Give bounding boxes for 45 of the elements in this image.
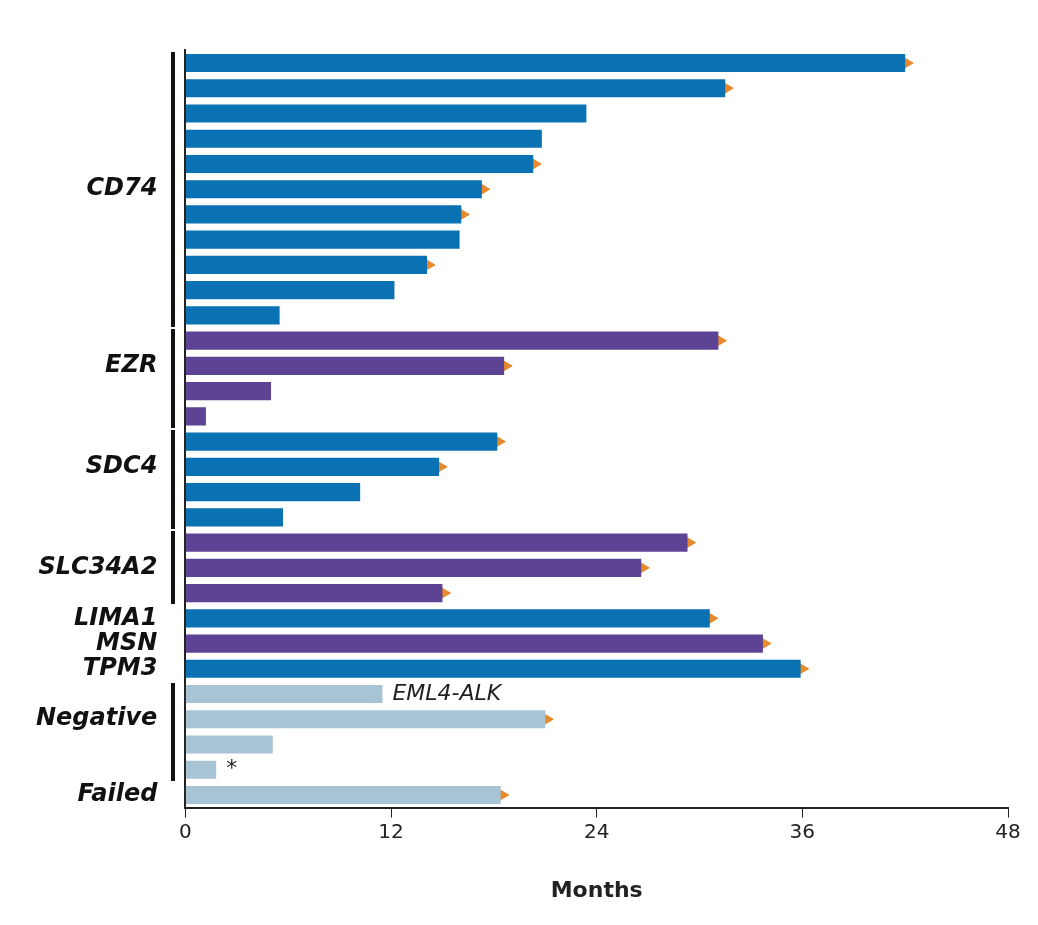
- y-tick-label: CD74: [86, 173, 158, 202]
- bar: [185, 356, 505, 375]
- bar: [185, 684, 383, 704]
- bar: [185, 230, 460, 249]
- y-tick-label: SDC4: [85, 451, 158, 480]
- bar: [185, 508, 284, 527]
- bar: [185, 735, 273, 754]
- y-tick-label: EZR: [105, 350, 158, 379]
- x-tick-label: 36: [789, 818, 816, 843]
- bar: [185, 180, 482, 199]
- bar: [185, 785, 501, 805]
- bar: [185, 382, 272, 401]
- bar: [185, 609, 710, 628]
- bar: [185, 558, 642, 577]
- x-tick-label: 0: [178, 818, 192, 843]
- data-label: EML4-ALK: [392, 679, 503, 705]
- bar: [185, 457, 440, 476]
- x-tick-label: 12: [378, 818, 404, 843]
- bar: [185, 533, 688, 552]
- bar: [185, 634, 763, 653]
- x-tick-label: 48: [995, 818, 1021, 843]
- bar: [185, 281, 395, 300]
- bar: [185, 710, 546, 729]
- bar: [185, 205, 462, 224]
- bar: [185, 583, 443, 603]
- bar: [185, 129, 542, 148]
- y-tick-label: TPM3: [82, 653, 158, 682]
- bar: [185, 760, 217, 779]
- x-axis-title: Months: [550, 876, 643, 902]
- bar: [185, 255, 428, 275]
- bar: [185, 432, 498, 451]
- bar: [185, 53, 906, 73]
- bar: [185, 331, 719, 350]
- bar: [185, 659, 801, 678]
- y-tick-label: Negative: [36, 703, 158, 732]
- bar: [185, 104, 587, 123]
- data-label: *: [226, 755, 238, 781]
- bar: [185, 79, 726, 98]
- x-tick-label: 24: [583, 818, 610, 843]
- bar: [185, 407, 206, 426]
- y-tick-label: SLC34A2: [38, 552, 158, 581]
- y-tick-label: Failed: [77, 779, 159, 808]
- bar: [185, 154, 534, 174]
- bar: [185, 483, 361, 502]
- bar: [185, 306, 280, 325]
